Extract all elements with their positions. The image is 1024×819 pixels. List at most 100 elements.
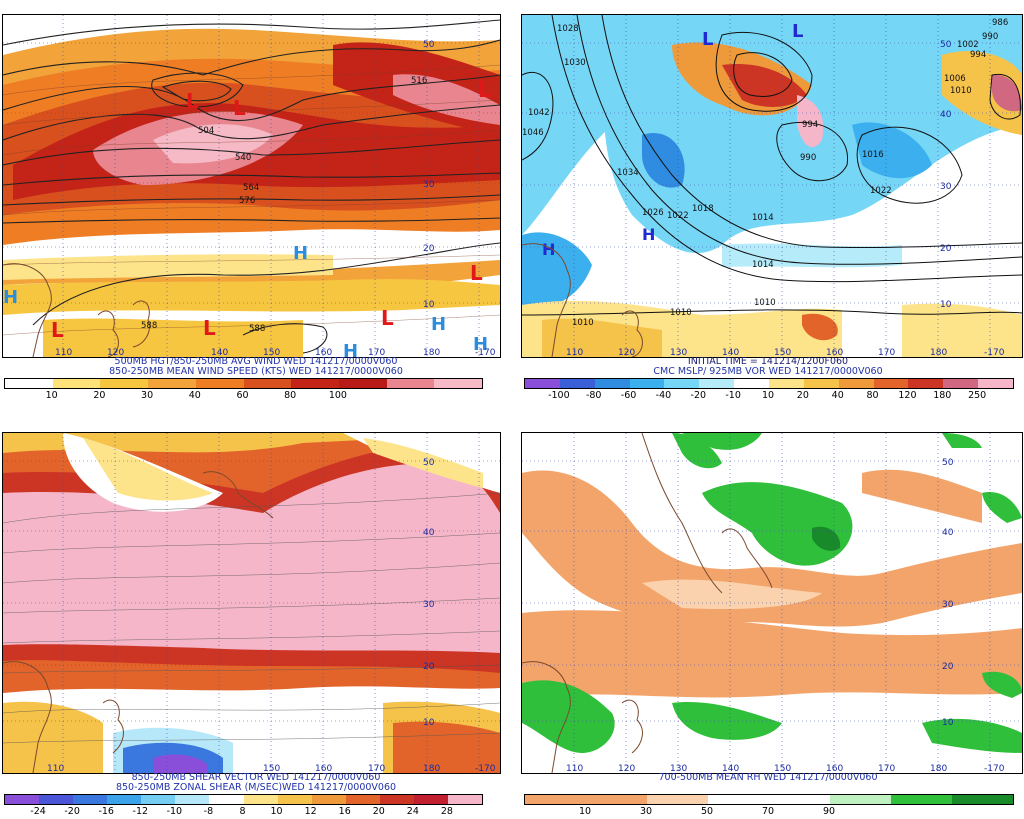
isobar-label: 1010	[754, 298, 776, 308]
isobar-label: 1042	[528, 108, 550, 118]
color-swatch	[769, 795, 830, 804]
lat-label: 40	[940, 110, 952, 120]
color-swatch	[559, 379, 595, 388]
panel-caption: INITIAL TIME = 141214/1200F060	[687, 356, 849, 367]
color-swatch	[100, 379, 149, 388]
map-500mb-height: 504 516 540 564 576 588 588 L L L L L L …	[2, 14, 501, 358]
color-scale-tick: 24	[406, 806, 419, 817]
contour-label: 516	[411, 76, 427, 86]
lon-label: 120	[618, 348, 635, 357]
lat-label: 30	[940, 182, 952, 192]
lon-label: 180	[930, 348, 947, 357]
color-scale-tick: 8	[239, 806, 246, 817]
high-pressure-marker: H	[642, 225, 655, 244]
isobar-label: 1046	[522, 128, 544, 138]
color-scale-bar	[524, 378, 1014, 389]
color-scale-tick: -80	[585, 390, 602, 401]
lon-label: 170	[878, 764, 895, 773]
color-swatch	[943, 379, 979, 388]
contour-label: 504	[198, 126, 214, 136]
color-swatch	[5, 379, 53, 388]
panel-wind-shear: 50 40 30 20 10 110 150 160 170 180 -170 …	[0, 410, 512, 819]
low-pressure-marker: L	[203, 316, 216, 340]
color-scale-tick: 28	[440, 806, 453, 817]
lon-label: 150	[263, 348, 280, 357]
color-swatch	[386, 379, 435, 388]
color-swatch	[243, 379, 292, 388]
lon-label: 140	[211, 348, 228, 357]
panel-caption: 700-500MB MEAN RH WED 141217/0000V060	[658, 772, 878, 783]
color-swatch	[699, 379, 735, 388]
map-wind-shear: 50 40 30 20 10 110 150 160 170 180 -170	[2, 432, 501, 774]
color-swatch	[734, 379, 770, 388]
lon-label: 140	[722, 348, 739, 357]
lat-label: 20	[942, 662, 954, 672]
lon-label: 150	[774, 764, 791, 773]
lon-label: -170	[475, 348, 496, 357]
color-swatch	[664, 379, 700, 388]
isobar-label: 994	[802, 120, 818, 130]
lon-label: 160	[315, 348, 332, 357]
color-scale-tick: 10	[270, 806, 283, 817]
isobar-label: 1028	[557, 24, 579, 34]
high-pressure-marker: H	[473, 334, 488, 355]
color-scale-tick: 30	[141, 390, 154, 401]
isobar-label: 986	[992, 18, 1008, 28]
color-swatch	[291, 379, 339, 388]
color-scale-ticks: -100 -80 -60 -40 -20 -10 10 20 40 80 120 180 250	[524, 390, 1012, 402]
color-scale-tick: -20	[64, 806, 80, 817]
color-swatch	[769, 379, 804, 388]
color-swatch	[594, 379, 630, 388]
low-pressure-marker: L	[702, 29, 713, 50]
isobar-label: 1010	[950, 86, 972, 96]
color-swatch	[52, 379, 101, 388]
color-scale-tick: 50	[700, 806, 714, 817]
color-scale-bar	[524, 794, 1014, 805]
color-scale-tick: 120	[898, 390, 917, 401]
lon-label: 130	[670, 348, 687, 357]
color-swatch	[629, 379, 665, 388]
color-scale-tick: -40	[655, 390, 672, 401]
color-swatch	[952, 795, 1013, 804]
lat-label: 50	[940, 40, 952, 50]
panel-caption: 850-250MB MEAN WIND SPEED (KTS) WED 1412…	[109, 366, 403, 377]
color-scale-tick: 40	[831, 390, 844, 401]
lon-label: 160	[826, 348, 843, 357]
map-canvas-shear: 50 40 30 20 10 110 150 160 170 180 -170	[3, 433, 500, 773]
low-pressure-marker: L	[381, 306, 394, 330]
lon-label: 150	[263, 764, 280, 773]
map-relative-humidity: 50 40 30 20 10 110 120 130 140 150 160 1…	[521, 432, 1023, 774]
color-swatch	[345, 795, 380, 804]
color-scale-tick: 250	[968, 390, 987, 401]
isobar-label: 1010	[572, 318, 594, 328]
isobar-label: 1010	[670, 308, 692, 318]
isobar-label: 1014	[752, 260, 774, 270]
color-scale-tick: 20	[796, 390, 809, 401]
color-swatch	[73, 795, 108, 804]
color-scale-tick: 10	[45, 390, 58, 401]
lon-label: 120	[107, 348, 124, 357]
color-swatch	[908, 379, 944, 388]
high-pressure-marker: H	[3, 287, 18, 308]
color-swatch	[243, 795, 278, 804]
lon-label: 110	[566, 348, 583, 357]
isobar-label: 1022	[667, 211, 689, 221]
lon-label: 160	[315, 764, 332, 773]
lat-label: 30	[423, 180, 435, 190]
color-swatch	[803, 379, 839, 388]
panel-caption: 850-250MB SHEAR VECTOR WED 141217/0000V0…	[131, 772, 381, 783]
panel-500mb-height-wind: 504 516 540 564 576 588 588 L L L L L L …	[0, 0, 512, 410]
color-swatch	[708, 795, 769, 804]
contour-label: 540	[235, 153, 251, 163]
lon-label: 170	[878, 348, 895, 357]
color-scale-tick: 60	[236, 390, 249, 401]
color-swatch	[311, 795, 346, 804]
map-canvas-mslp: 1028 1030 1042 1046 1034 1026 1022 1018 …	[522, 15, 1022, 357]
color-swatch	[525, 379, 560, 388]
color-swatch	[195, 379, 244, 388]
lon-label: 180	[423, 348, 440, 357]
isobar-label: 990	[982, 32, 998, 42]
map-canvas-rh: 50 40 30 20 10 110 120 130 140 150 160 1…	[522, 433, 1022, 773]
low-pressure-marker: L	[186, 89, 199, 113]
color-scale-tick: 16	[338, 806, 351, 817]
